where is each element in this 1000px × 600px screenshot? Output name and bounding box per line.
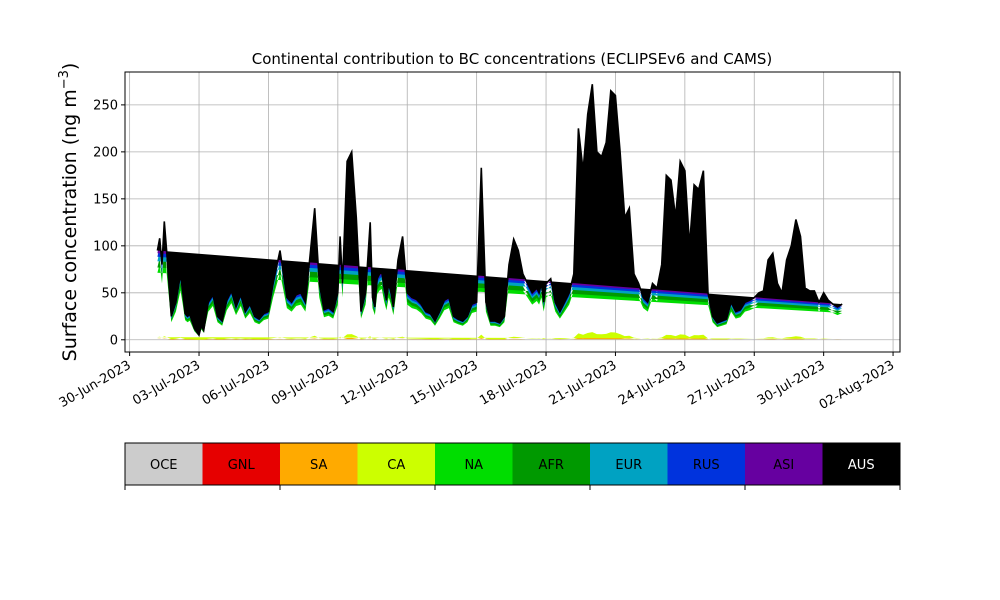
legend-swatch-eur [590,443,668,485]
legend-label-afr: AFR [539,458,564,473]
legend-frame [124,442,901,486]
x-tick-label: 27-Jul-2023 [685,358,758,409]
total-outline [156,84,843,338]
legend-swatch-ca [357,443,436,485]
plot-areas [157,84,843,340]
x-tick-label: 12-Jul-2023 [338,358,411,409]
legend: OCE GNL SA CA NA AFR EUR RUS ASI AUS [124,442,901,490]
y-axis-label-main: Surface concentration (ng m [59,89,81,361]
y-axis-label-close: ) [59,63,81,70]
area-sa [157,337,843,340]
y-tick-label: 0 [110,333,118,348]
legend-swatch-aus [822,443,901,485]
y-tick-label: 200 [93,145,118,160]
legend-swatch-na [435,443,513,485]
x-axis: 30-Jun-202303-Jul-202306-Jul-202309-Jul-… [57,352,897,413]
legend-label-gnl: GNL [228,458,256,473]
x-tick-label: 02-Aug-2023 [817,358,897,413]
legend-label-sa: SA [310,458,327,473]
y-axis-label-sup: −3 [57,70,72,89]
total-line [156,84,843,338]
y-tick-label: 150 [93,192,118,207]
y-tick-label: 100 [93,239,118,254]
legend-swatch-oce [125,443,203,485]
y-tick-label: 250 [93,98,118,113]
legend-swatch-gnl [202,443,281,485]
x-tick-label: 09-Jul-2023 [269,358,342,409]
legend-swatch-asi [745,443,823,485]
legend-label-rus: RUS [693,458,720,473]
x-tick-label: 15-Jul-2023 [408,358,481,409]
y-axis-label: Surface concentration (ng m−3) [57,63,81,362]
x-tick-label: 06-Jul-2023 [200,358,273,409]
legend-label-eur: EUR [615,458,642,473]
legend-label-ca: CA [387,458,405,473]
chart-title: Continental contribution to BC concentra… [252,50,773,68]
legend-label-aus: AUS [848,458,875,473]
x-tick-label: 24-Jul-2023 [616,358,689,409]
area-aus [157,84,843,336]
x-tick-label: 30-Jun-2023 [57,358,134,411]
legend-label-asi: ASI [773,458,794,473]
y-tick-label: 50 [101,286,118,301]
legend-label-oce: OCE [150,458,178,473]
legend-swatch-sa [280,443,358,485]
legend-label-na: NA [464,458,483,473]
legend-swatch-rus [667,443,746,485]
plot-frame [124,71,901,353]
x-tick-label: 21-Jul-2023 [547,358,620,409]
area-ca [157,332,843,340]
x-tick-label: 03-Jul-2023 [130,358,203,409]
y-axis: 0 50 100 150 200 250 [93,98,125,348]
grid [125,72,900,352]
legend-swatch-afr [512,443,591,485]
x-tick-label: 18-Jul-2023 [477,358,550,409]
